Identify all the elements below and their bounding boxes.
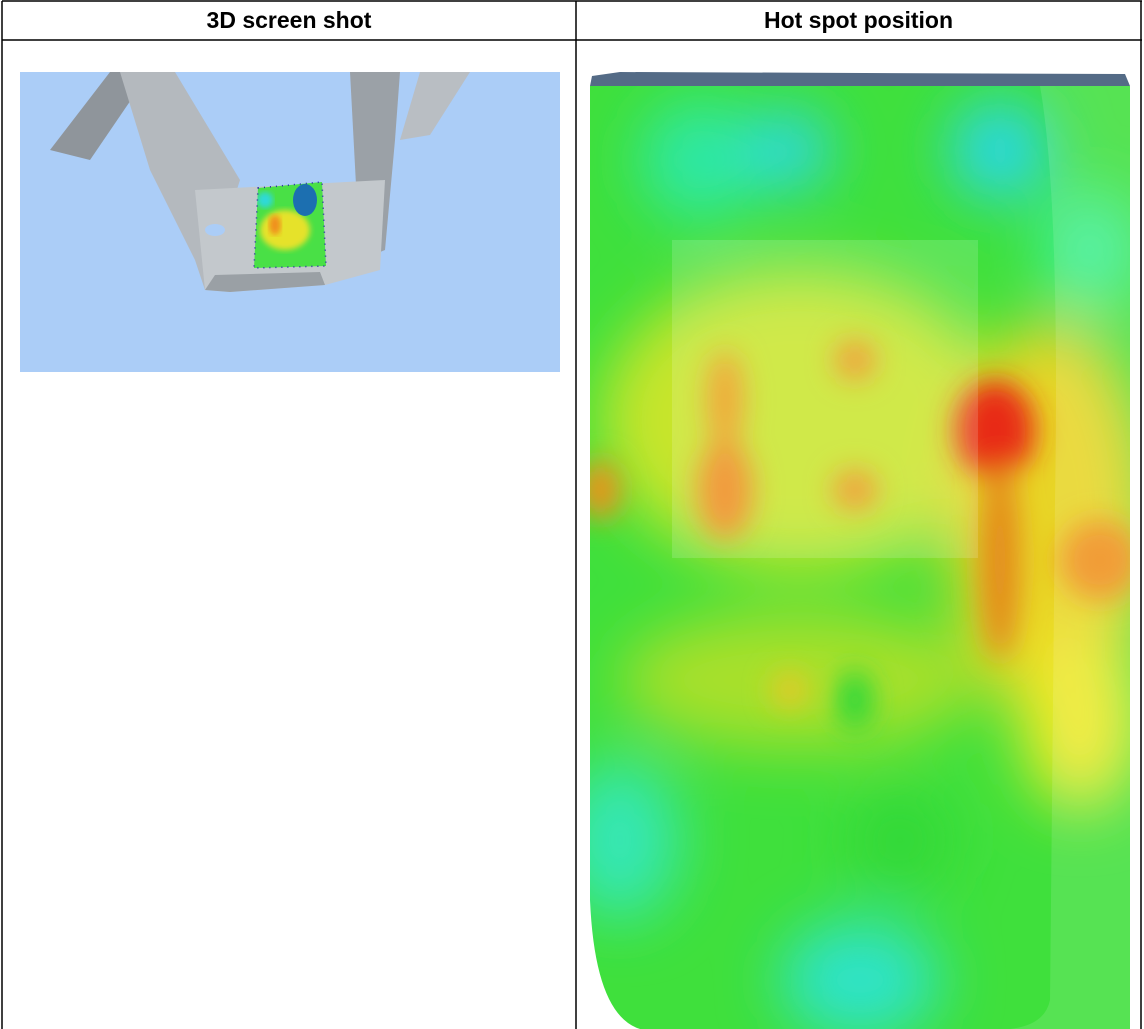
hot-spot-image [590, 72, 1130, 1029]
column-header: Hot spot position [763, 7, 954, 33]
3d-screenshot-image [20, 72, 560, 372]
column-header: 3D screen shot [206, 7, 372, 33]
